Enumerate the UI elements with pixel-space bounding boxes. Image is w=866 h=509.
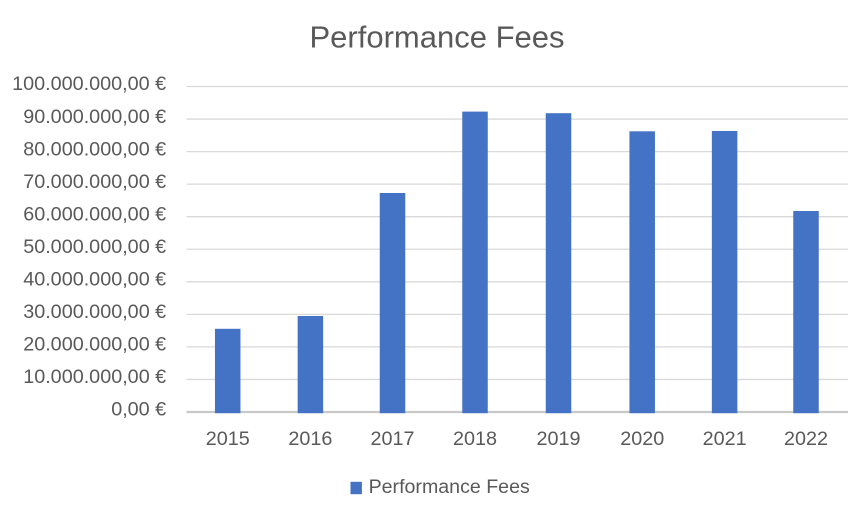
svg-text:2020: 2020 bbox=[620, 428, 664, 450]
svg-text:2015: 2015 bbox=[206, 428, 250, 450]
svg-text:90.000.000,00 €: 90.000.000,00 € bbox=[23, 106, 166, 128]
svg-text:50.000.000,00 €: 50.000.000,00 € bbox=[23, 236, 166, 258]
svg-text:2018: 2018 bbox=[453, 428, 497, 450]
svg-text:10.000.000,00 €: 10.000.000,00 € bbox=[23, 366, 166, 388]
svg-text:20.000.000,00 €: 20.000.000,00 € bbox=[23, 334, 166, 356]
svg-text:2016: 2016 bbox=[288, 428, 332, 450]
svg-text:Performance Fees: Performance Fees bbox=[369, 476, 530, 498]
svg-text:2019: 2019 bbox=[536, 428, 580, 450]
svg-text:60.000.000,00 €: 60.000.000,00 € bbox=[23, 203, 166, 225]
svg-text:100.000.000,00 €: 100.000.000,00 € bbox=[12, 73, 166, 95]
svg-text:Performance Fees: Performance Fees bbox=[310, 20, 565, 55]
svg-text:0,00 €: 0,00 € bbox=[111, 399, 166, 421]
svg-text:2021: 2021 bbox=[703, 428, 747, 450]
svg-text:80.000.000,00 €: 80.000.000,00 € bbox=[23, 138, 166, 160]
svg-text:30.000.000,00 €: 30.000.000,00 € bbox=[23, 301, 166, 323]
svg-text:2022: 2022 bbox=[784, 428, 828, 450]
svg-text:70.000.000,00 €: 70.000.000,00 € bbox=[23, 171, 166, 193]
svg-text:40.000.000,00 €: 40.000.000,00 € bbox=[23, 269, 166, 291]
svg-text:2017: 2017 bbox=[370, 428, 414, 450]
